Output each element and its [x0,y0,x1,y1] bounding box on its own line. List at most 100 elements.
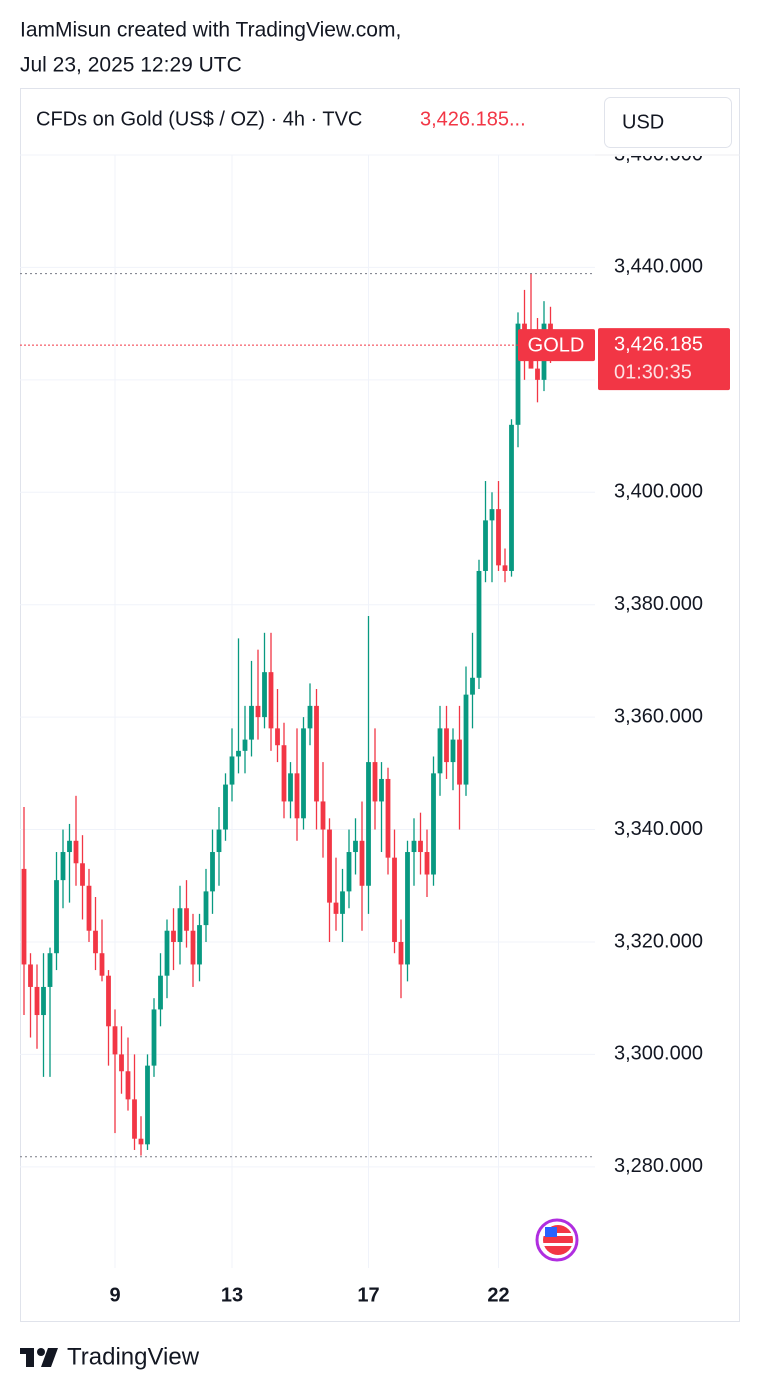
grid: 9 13 17 22 [20,154,595,1306]
candle-body [73,840,79,864]
candle-body [112,1026,118,1055]
candle-body [346,852,352,892]
price-tag-label: 3,426.185 [614,333,703,355]
candle-body [229,756,235,785]
chart-frame [20,88,740,1322]
candle-body [470,677,475,695]
candle-body [242,739,248,751]
candle-body [171,930,176,942]
candle-body [223,784,228,830]
countdown: 01:30:35 [614,361,692,383]
candle-body [372,762,378,802]
candle-body [164,930,170,976]
candle-body [340,891,345,914]
y-tick-label: 3,380.000 [614,593,703,615]
currency-label[interactable]: USD [622,111,664,133]
candle-body [301,728,306,819]
candle-body [463,694,469,785]
price-tag [598,328,730,391]
y-tick-label: 3,360.000 [614,705,703,727]
candle-body [509,424,514,571]
candle-body [411,840,417,853]
candle-body [67,840,72,853]
candle-body [535,368,540,380]
candle-body [450,739,456,763]
candle-body [125,1071,131,1100]
candle-body [327,829,332,903]
overlay: GOLD 3,426.185 01:30:35 [20,273,730,1158]
candle-body [333,902,339,914]
y-tick-label: 3,340.000 [614,818,703,840]
candle-body [307,705,313,729]
candle-body [418,840,423,853]
candle-body [99,953,105,976]
candle-body [249,705,254,740]
candle-body [515,323,521,425]
y-tick-label: 3,280.000 [614,1155,703,1177]
candle-body [106,975,111,1027]
candle-body [145,1065,150,1145]
brand: TradingView [67,1343,200,1370]
currency-button[interactable] [604,97,732,148]
candle-body [294,773,300,819]
candle-body [60,852,66,881]
flag-icon [535,1218,579,1262]
candle-body [379,778,384,802]
candle-body [385,778,391,858]
y-tick-label: 3,300.000 [614,1043,703,1065]
candle-body [489,509,495,521]
candle-body [47,953,53,987]
candle-body [93,930,98,954]
candle-body [476,570,482,678]
candle-body [353,840,358,853]
x-tick-label: 22 [487,1284,509,1306]
candle-body [184,908,189,931]
candle-body [359,840,365,886]
timestamp: Jul 23, 2025 12:29 UTC [20,54,242,77]
candle-body [320,801,326,830]
candle-body [392,857,397,942]
candle-body [21,868,27,965]
candle-body [255,705,261,718]
candle-body [86,885,92,931]
candles [21,273,553,1156]
candle-body [398,941,404,965]
candle-body [288,773,293,802]
candle-body [177,908,183,942]
candle-body [502,565,508,571]
candle-body [151,1009,157,1066]
candle-body [496,509,501,566]
candle-body [216,829,222,853]
candle-body [34,986,40,1016]
candle-body [431,773,436,875]
candle-body [314,705,319,802]
candle-body [483,520,488,571]
candle-body [424,852,430,875]
logo [20,1348,58,1367]
candle-body [190,930,196,965]
candle-body [132,1099,137,1139]
x-tick-label: 9 [109,1284,120,1306]
candle-body [80,863,85,886]
x-tick-label: 17 [357,1284,379,1306]
y-tick-label: 3,440.000 [614,256,703,278]
candle-body [236,750,241,757]
x-tick-label: 13 [221,1284,243,1306]
candle-body [405,852,410,965]
candle-body [444,728,449,763]
candle-body [197,925,202,965]
candle-body [262,672,267,718]
y-tick-label: 3,400.000 [614,481,703,503]
header-price: 3,426.185... [420,108,526,130]
candle-body [203,891,209,926]
price-axis: 3,280.000 3,300.000 3,320.000 3,340.000 3,36… [614,143,703,1177]
candle-body [158,975,163,1010]
candle-body [281,745,287,802]
chart-title: CFDs on Gold (US$ / OZ) · 4h · TVC [36,108,362,130]
candle-body [437,728,443,774]
attribution: IamMisun created with TradingView.com, [20,19,401,42]
y-tick-label: 3,460.000 [614,143,703,165]
candle-body [275,728,280,746]
